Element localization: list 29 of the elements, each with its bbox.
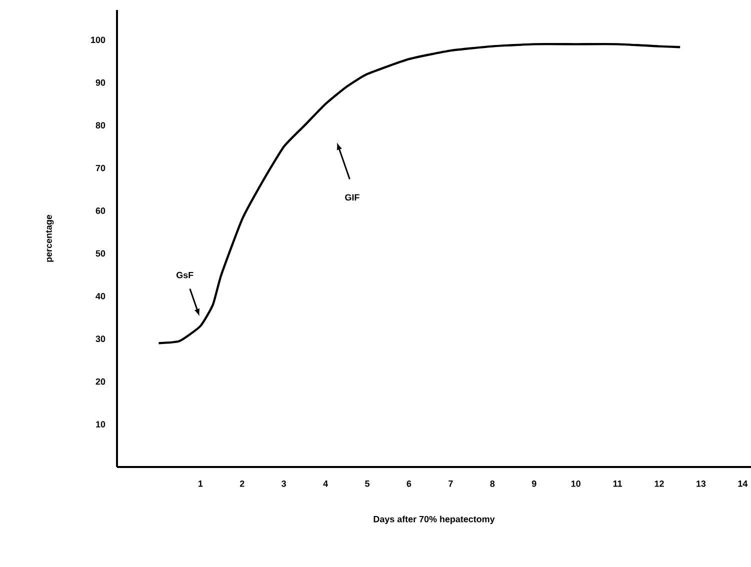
x-tick-label: 7 bbox=[448, 480, 453, 487]
x-tick-label: 1 bbox=[198, 480, 203, 487]
y-tick-label: 80 bbox=[96, 122, 106, 128]
x-tick-label: 9 bbox=[532, 480, 536, 487]
x-tick-label: 8 bbox=[490, 480, 495, 487]
y-axis-title: percentage bbox=[46, 214, 54, 262]
x-tick-label: 5 bbox=[365, 480, 370, 487]
x-tick-label: 12 bbox=[654, 480, 664, 487]
y-tick-label: 50 bbox=[96, 250, 106, 257]
y-tick-label: 20 bbox=[96, 378, 106, 385]
y-tick-label: 100 bbox=[91, 36, 106, 44]
y-tick-label: 70 bbox=[96, 164, 106, 172]
x-tick-label: 11 bbox=[613, 480, 622, 487]
line-series bbox=[158, 42, 682, 344]
x-tick-label: 14 bbox=[738, 480, 748, 487]
annotation: GsF bbox=[176, 272, 194, 278]
y-tick-label: 40 bbox=[96, 292, 106, 300]
x-tick-label: 4 bbox=[323, 480, 328, 487]
annotation: GIF bbox=[345, 194, 360, 201]
x-tick-label: 10 bbox=[571, 480, 580, 487]
y-tick-label: 60 bbox=[96, 208, 106, 214]
x-tick-label: 6 bbox=[406, 480, 412, 487]
x-axis-title: Days after 70% hepatectomy bbox=[374, 516, 495, 524]
y-tick-label: 30 bbox=[96, 336, 106, 342]
x-tick-label: 2 bbox=[240, 480, 244, 487]
y-tick-label: 90 bbox=[96, 79, 106, 86]
x-tick-label: 3 bbox=[282, 480, 286, 487]
y-tick-label: 10 bbox=[96, 421, 106, 428]
x-tick-label: 13 bbox=[696, 480, 706, 487]
